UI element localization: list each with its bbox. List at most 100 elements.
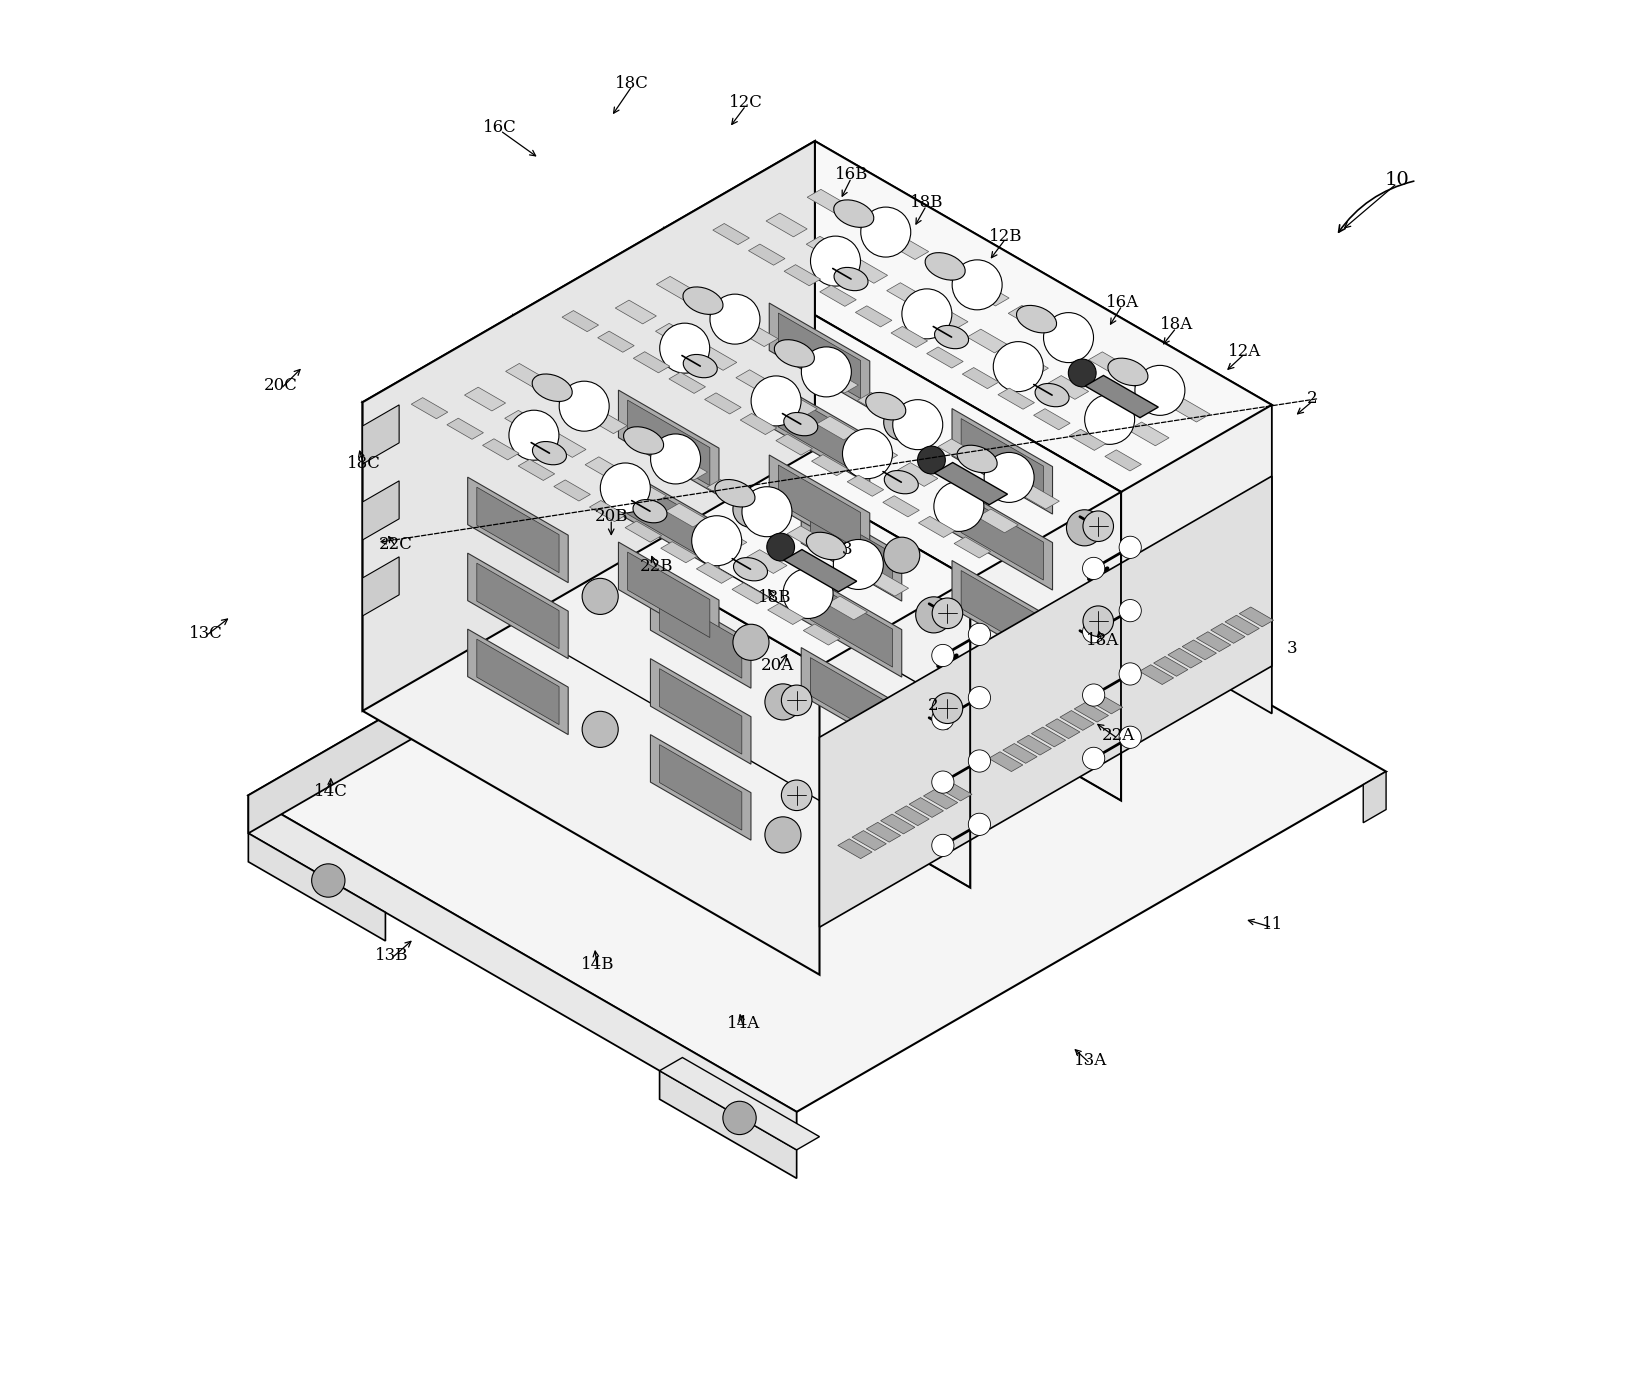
Polygon shape	[505, 364, 547, 388]
Circle shape	[767, 533, 795, 560]
Ellipse shape	[683, 354, 718, 378]
Polygon shape	[1364, 771, 1387, 822]
Polygon shape	[598, 332, 634, 353]
Polygon shape	[1088, 399, 1129, 422]
Circle shape	[1067, 510, 1103, 546]
Ellipse shape	[1016, 305, 1057, 333]
Polygon shape	[1031, 728, 1065, 747]
Polygon shape	[801, 648, 901, 753]
Polygon shape	[1034, 408, 1070, 429]
Polygon shape	[562, 311, 598, 332]
Polygon shape	[513, 229, 1121, 579]
Polygon shape	[464, 388, 505, 411]
Polygon shape	[962, 368, 998, 389]
Circle shape	[931, 771, 954, 793]
Circle shape	[582, 711, 618, 747]
Polygon shape	[477, 638, 559, 725]
Circle shape	[1083, 606, 1113, 637]
Polygon shape	[783, 549, 857, 592]
Circle shape	[952, 259, 1001, 309]
Circle shape	[782, 684, 811, 715]
Polygon shape	[362, 141, 815, 711]
Polygon shape	[1003, 743, 1037, 764]
Text: 12A: 12A	[1228, 343, 1260, 360]
Polygon shape	[651, 658, 751, 764]
Polygon shape	[847, 475, 883, 496]
Polygon shape	[362, 404, 400, 464]
Circle shape	[742, 487, 792, 537]
Polygon shape	[1105, 450, 1141, 471]
Text: 16B: 16B	[834, 166, 869, 184]
Polygon shape	[803, 625, 839, 645]
Polygon shape	[467, 477, 569, 583]
Polygon shape	[738, 323, 779, 347]
Polygon shape	[667, 456, 708, 480]
Polygon shape	[590, 500, 626, 521]
Ellipse shape	[623, 427, 664, 454]
Polygon shape	[934, 463, 1008, 505]
Circle shape	[1085, 395, 1134, 445]
Text: 14B: 14B	[580, 956, 615, 973]
Polygon shape	[1088, 351, 1129, 375]
Polygon shape	[749, 244, 785, 265]
Polygon shape	[697, 300, 738, 323]
Text: 2: 2	[928, 697, 939, 714]
Text: 3: 3	[842, 541, 852, 559]
Polygon shape	[618, 466, 720, 572]
Circle shape	[651, 434, 700, 484]
Text: 22C: 22C	[379, 535, 413, 553]
Text: 3: 3	[1287, 640, 1296, 657]
Circle shape	[933, 598, 962, 629]
Polygon shape	[1088, 694, 1123, 714]
Text: 13B: 13B	[375, 947, 408, 963]
Circle shape	[993, 342, 1044, 392]
Ellipse shape	[715, 480, 756, 507]
Circle shape	[782, 781, 811, 810]
Circle shape	[559, 381, 610, 431]
Polygon shape	[883, 496, 919, 517]
Polygon shape	[767, 604, 805, 625]
Polygon shape	[954, 537, 990, 558]
Text: 18C: 18C	[347, 456, 380, 473]
Polygon shape	[628, 477, 710, 562]
Polygon shape	[615, 300, 656, 323]
Polygon shape	[977, 509, 1018, 533]
Polygon shape	[656, 276, 698, 300]
Polygon shape	[362, 556, 400, 616]
Polygon shape	[1060, 711, 1095, 730]
Text: 11: 11	[1262, 916, 1283, 933]
Polygon shape	[628, 400, 710, 485]
Polygon shape	[713, 223, 749, 244]
Ellipse shape	[924, 252, 965, 280]
Circle shape	[811, 236, 860, 286]
Ellipse shape	[865, 393, 906, 420]
Polygon shape	[1049, 329, 1090, 353]
Polygon shape	[1196, 631, 1231, 651]
Polygon shape	[938, 439, 978, 463]
Polygon shape	[659, 1071, 797, 1178]
Polygon shape	[651, 583, 751, 689]
Circle shape	[931, 644, 954, 666]
Circle shape	[918, 446, 946, 474]
Polygon shape	[1169, 399, 1210, 422]
Polygon shape	[769, 454, 870, 560]
Polygon shape	[1169, 648, 1201, 668]
Circle shape	[765, 817, 801, 853]
Polygon shape	[618, 390, 720, 496]
Polygon shape	[820, 286, 856, 307]
Circle shape	[860, 208, 911, 256]
Ellipse shape	[1036, 383, 1069, 407]
Circle shape	[969, 750, 990, 772]
Polygon shape	[467, 553, 569, 658]
Ellipse shape	[1108, 358, 1147, 386]
Circle shape	[723, 1101, 756, 1135]
Text: 13A: 13A	[1074, 1052, 1106, 1069]
Polygon shape	[952, 408, 1052, 514]
Polygon shape	[988, 751, 1023, 771]
Polygon shape	[659, 744, 742, 829]
Text: 18A: 18A	[1160, 316, 1193, 333]
Polygon shape	[816, 417, 857, 441]
Polygon shape	[810, 581, 893, 668]
Polygon shape	[587, 410, 628, 434]
Polygon shape	[892, 326, 928, 347]
